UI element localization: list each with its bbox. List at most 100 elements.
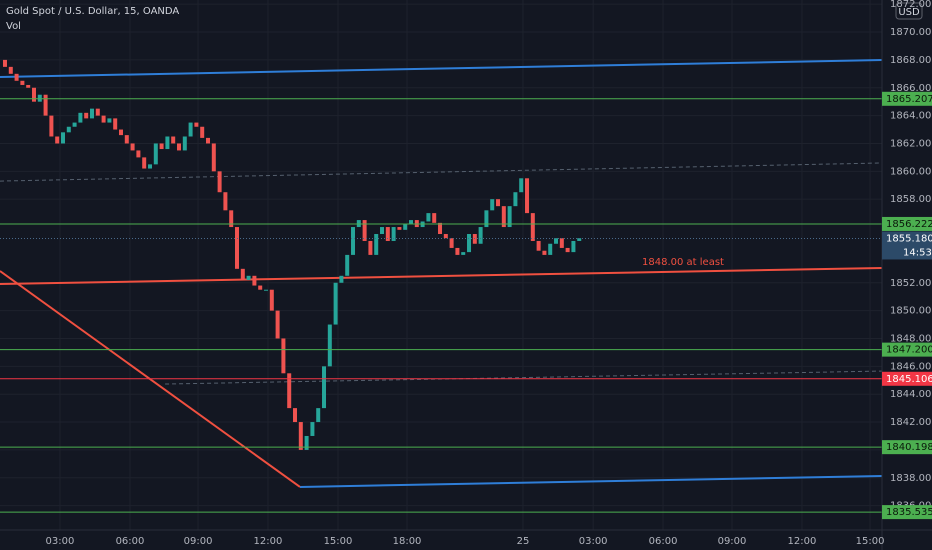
candle — [501, 206, 506, 228]
candle — [351, 227, 356, 255]
candle — [136, 150, 141, 158]
level-label-box — [882, 371, 932, 386]
candle — [536, 240, 541, 251]
candle — [14, 73, 19, 81]
level-label-box — [882, 505, 932, 520]
candle — [455, 247, 460, 255]
candle — [542, 250, 547, 255]
trend-line — [299, 474, 883, 488]
trend-line — [0, 266, 883, 286]
y-tick-label: 1858.000 — [890, 194, 932, 205]
candle — [298, 422, 303, 450]
x-tick-label: 15:00 — [324, 536, 353, 547]
candle — [113, 118, 118, 130]
x-tick-label: 09:00 — [718, 536, 747, 547]
candle — [211, 143, 216, 172]
y-tick-label: 1864.000 — [890, 111, 932, 122]
candle — [264, 289, 269, 291]
candle — [240, 268, 245, 280]
candle — [380, 227, 385, 235]
level-label: 1835.535 — [886, 507, 932, 518]
candle — [554, 238, 559, 244]
candle — [269, 289, 274, 311]
candle — [461, 252, 466, 255]
currency[interactable]: USD — [898, 7, 920, 18]
candle — [165, 136, 170, 150]
candle — [206, 137, 211, 144]
candle — [26, 84, 31, 88]
candle — [333, 282, 338, 325]
candle — [118, 129, 123, 136]
candle — [84, 112, 89, 119]
x-tick-label: 18:00 — [393, 536, 422, 547]
x-tick-label: 15:00 — [856, 536, 885, 547]
candle — [403, 224, 408, 230]
candle — [345, 254, 350, 276]
candle — [275, 310, 280, 339]
candle — [327, 324, 332, 367]
candle — [60, 132, 65, 144]
chart-title: Gold Spot / U.S. Dollar, 15, OANDA — [6, 6, 179, 17]
candle — [43, 94, 48, 116]
candle — [449, 238, 454, 248]
candle — [490, 199, 495, 211]
grid — [0, 0, 882, 530]
candle — [525, 178, 530, 214]
candle — [8, 66, 13, 74]
level-label: 1856.222 — [886, 219, 932, 230]
y-tick-label: 1868.000 — [890, 55, 932, 66]
trend-line — [165, 370, 883, 385]
level-label-box — [882, 91, 932, 106]
y-tick-label: 1872.000 — [890, 0, 932, 10]
candle — [519, 178, 524, 193]
plot: 1848.00 at least — [0, 59, 883, 513]
y-tick-label: 1862.000 — [890, 138, 932, 149]
candle — [565, 247, 570, 253]
candle — [194, 122, 199, 127]
candle — [258, 285, 263, 290]
y-tick-label: 1842.000 — [890, 417, 932, 428]
y-tick-label: 1866.000 — [890, 83, 932, 94]
level-label: 1865.207 — [886, 94, 932, 105]
y-tick-label: 1844.000 — [890, 389, 932, 400]
level-label-box — [882, 342, 932, 357]
candle — [426, 213, 431, 222]
candle — [37, 94, 42, 102]
level-label: 1840.198 — [886, 442, 932, 453]
candle — [548, 243, 553, 255]
candle — [107, 118, 112, 123]
candle — [246, 275, 251, 280]
candle — [72, 122, 77, 127]
candle — [385, 227, 390, 241]
candle — [322, 366, 327, 409]
countdown: 14:53 — [903, 247, 932, 258]
candle — [304, 435, 309, 450]
candle — [310, 422, 315, 436]
candle — [507, 206, 512, 228]
candle — [496, 199, 501, 207]
candle — [438, 222, 443, 235]
candle — [153, 143, 158, 165]
level-label: 1847.200 — [886, 345, 932, 356]
candle — [217, 171, 222, 193]
trend-line — [0, 162, 883, 182]
annotation: 1848.00 at least — [642, 257, 724, 268]
candle — [101, 115, 106, 123]
candle — [559, 238, 564, 248]
candle — [130, 143, 135, 151]
x-tick-label: 09:00 — [184, 536, 213, 547]
candle — [530, 213, 535, 241]
candle — [374, 234, 379, 255]
candle — [2, 59, 7, 67]
y-tick-label: 1870.000 — [890, 27, 932, 38]
candle — [397, 227, 402, 230]
candle — [159, 143, 164, 150]
level-label-box — [882, 440, 932, 455]
currency-box[interactable] — [895, 2, 923, 20]
x-tick-label: 03:00 — [46, 536, 75, 547]
candle — [229, 210, 234, 228]
level-label-box — [882, 216, 932, 231]
y-tick-label: 1846.000 — [890, 361, 932, 372]
y-tick-label: 1860.000 — [890, 166, 932, 177]
